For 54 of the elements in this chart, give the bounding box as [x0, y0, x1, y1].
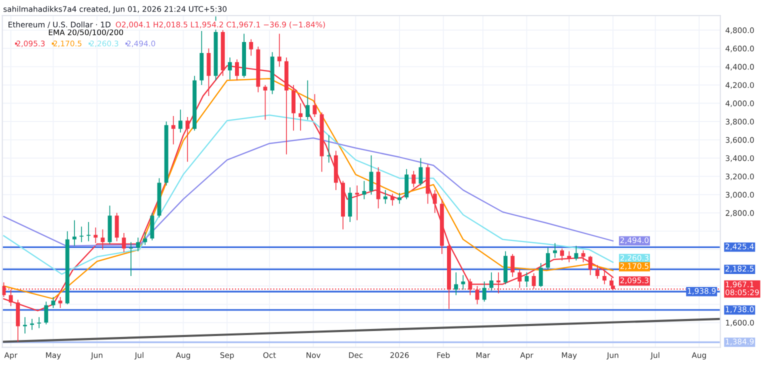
candlestick [602, 270, 606, 285]
candlestick [37, 316, 42, 328]
candlestick [44, 301, 48, 325]
candlestick [348, 186, 352, 222]
line-series [3, 114, 614, 275]
candlestick [292, 84, 296, 132]
candlestick [249, 38, 254, 56]
candlestick [588, 255, 592, 276]
candlestick [524, 272, 529, 288]
candlestick [94, 227, 98, 244]
candlestick [567, 250, 572, 263]
line-series [3, 137, 614, 246]
candlestick [398, 192, 402, 204]
candlestick [122, 232, 126, 253]
candlestick [390, 193, 394, 206]
candlestick [298, 102, 303, 132]
candlestick [306, 80, 310, 120]
candlestick [114, 212, 119, 242]
candlestick [518, 269, 522, 288]
candlestick [8, 289, 13, 307]
candlestick [136, 237, 140, 252]
candlestick [277, 33, 282, 68]
candlestick [404, 168, 409, 200]
candlestick [510, 254, 515, 278]
candlestick [574, 245, 578, 261]
candlestick [100, 228, 105, 250]
candlestick [30, 318, 34, 330]
candlestick [186, 116, 190, 162]
candlestick [546, 247, 550, 270]
candlestick [86, 222, 91, 242]
candlestick [150, 212, 154, 241]
candlestick [178, 109, 182, 133]
candlestick [171, 116, 176, 145]
candlestick [432, 190, 437, 214]
candlestick [461, 274, 466, 290]
candlestick [454, 272, 458, 296]
candlestick [228, 57, 232, 80]
candlestick [595, 264, 600, 280]
candlestick [362, 180, 366, 200]
candlestick [58, 296, 62, 308]
candlestick [312, 94, 317, 118]
candlestick [560, 248, 564, 261]
candlestick [581, 250, 586, 263]
candlestick [418, 158, 423, 186]
candlestick [482, 281, 486, 302]
candlestick [538, 262, 543, 288]
candlestick [326, 134, 331, 164]
candlestick [489, 272, 494, 292]
candlestick [72, 220, 76, 246]
candlestick [383, 190, 388, 204]
candlestick [553, 242, 557, 258]
candlestick [128, 242, 133, 276]
candlestick [412, 170, 416, 188]
candlestick [143, 232, 148, 246]
